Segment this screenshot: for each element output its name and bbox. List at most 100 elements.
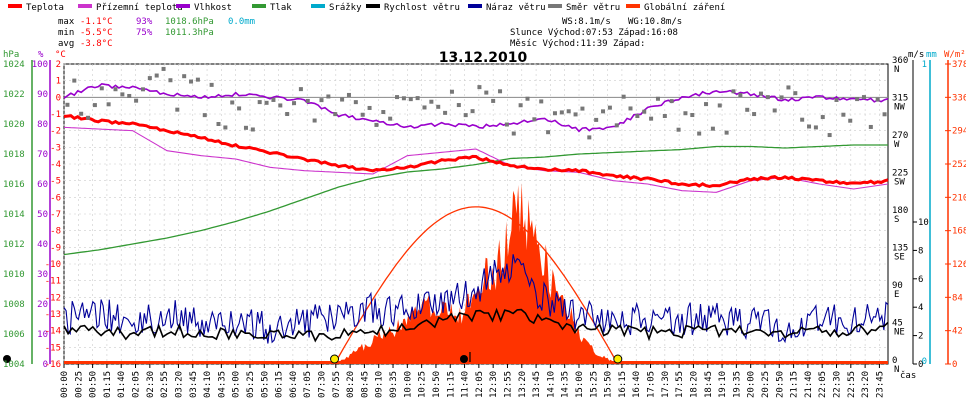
wind-direction-point (834, 97, 839, 102)
stats-value: -3.8°C (80, 39, 113, 49)
tick-x: 22:30 (833, 371, 843, 398)
wind-direction-point (614, 123, 619, 128)
wind-direction-point (86, 115, 91, 120)
tick-x: 00:00 (60, 371, 70, 398)
tick-x: 07:55 (332, 371, 342, 398)
tick-wm: 336 (952, 93, 966, 103)
wind-direction-point (683, 111, 688, 116)
tick-x: 15:25 (589, 371, 599, 398)
clear-sky-curve (333, 206, 617, 365)
tick-mm: 1 (922, 60, 927, 70)
tick-x: 04:35 (217, 371, 227, 398)
tick-wm: 126 (952, 260, 966, 270)
tick-wm: 294 (952, 127, 966, 137)
wind-direction-point (868, 124, 873, 129)
wind-direction-point (477, 85, 482, 90)
stats-block: max -1.1°C 93% 1018.6hPa 0.0mm min -5.5°C 75% 10… (58, 17, 682, 49)
tick-c: -6 (50, 193, 61, 203)
tick-pct: 60 (37, 180, 48, 190)
tick-ms: 6 (918, 275, 923, 285)
axis-unit-ms: m/s (908, 50, 924, 60)
moon-times: Měsíc Východ:11:39 Západ: (510, 39, 645, 49)
tick-x: 08:20 (346, 371, 356, 398)
tick-pct: 40 (37, 240, 48, 250)
tick-x: 14:10 (546, 371, 556, 398)
wind-direction-point (532, 117, 537, 122)
wind-direction-point (559, 110, 564, 115)
tick-pct: 80 (37, 120, 48, 130)
radiation-baseline (64, 361, 888, 364)
tick-dir: 270 (892, 131, 908, 141)
stats-value: -5.5°C (80, 28, 113, 38)
wind-direction-point (662, 113, 667, 118)
tick-pct: 50 (37, 210, 48, 220)
tick-c: -12 (45, 293, 61, 303)
tick-c: -8 (50, 227, 61, 237)
wind-direction-point (587, 135, 592, 140)
tick-c: 0 (56, 93, 61, 103)
wind-direction-point (436, 104, 441, 109)
legend-label: Náraz větru (486, 3, 546, 13)
tick-hpa: 1006 (3, 330, 25, 340)
tick-x: 02:05 (132, 371, 142, 398)
wind-direction-point (855, 97, 860, 102)
tick-x: 22:05 (818, 371, 828, 398)
wind-direction-point (285, 112, 290, 117)
tick-mm: 0 (922, 357, 927, 367)
wind-direction-point (765, 95, 770, 100)
wind-direction-point (875, 97, 880, 102)
stats-value: min (58, 28, 74, 38)
axes: hPa% °C m/s mm W/m²1004100610081010101210141… (3, 50, 966, 398)
tick-dir: 315 (892, 94, 908, 104)
wind-direction-point (470, 109, 475, 114)
wind-direction-point (79, 111, 84, 116)
wind-direction-point (422, 105, 427, 110)
series-rychlost-vetru (63, 307, 889, 343)
tick-x: 23:45 (875, 371, 885, 398)
wind-speed-stat: WS:8.1m/s (562, 17, 611, 27)
wind-direction-point (120, 92, 125, 97)
wind-direction-point (250, 127, 255, 132)
wind-direction-point (223, 125, 228, 130)
sunset-marker (613, 354, 623, 364)
tick-x: 21:15 (790, 371, 800, 398)
tick-x: 01:40 (117, 371, 127, 398)
tick-x: 18:45 (704, 371, 714, 398)
tick-c: -10 (45, 260, 61, 270)
wind-direction-point (539, 99, 544, 104)
wind-direction-point (745, 107, 750, 112)
tick-x: 06:40 (289, 371, 299, 398)
wind-direction-point (113, 87, 118, 92)
wind-direction-point (731, 89, 736, 94)
wind-direction-point (175, 107, 180, 112)
tick-dir: 180 (892, 206, 908, 216)
tick-x: 15:00 (575, 371, 585, 398)
tick-x: 09:35 (389, 371, 399, 398)
tick-x: 02:30 (146, 371, 156, 398)
wind-direction-point (546, 130, 551, 135)
wind-direction-point (305, 98, 310, 103)
tick-c: -2 (50, 127, 61, 137)
wind-direction-point (655, 96, 660, 101)
legend-label: Tlak (270, 3, 292, 13)
tick-x: 18:20 (689, 371, 699, 398)
tick-pct: 70 (37, 150, 48, 160)
wind-direction-point (518, 103, 523, 108)
tick-x: 20:25 (761, 371, 771, 398)
tick-hpa: 1008 (3, 300, 25, 310)
series-tlak (63, 144, 888, 256)
wind-direction-point (346, 92, 351, 97)
tick-dir: 0 (892, 356, 897, 366)
wind-direction-point (147, 76, 152, 81)
tick-x: 19:35 (732, 371, 742, 398)
legend-label: Přízemní teplota (96, 3, 183, 13)
wind-direction-point (161, 66, 166, 71)
wind-direction-point (594, 117, 599, 122)
legend-swatch (78, 4, 92, 8)
wind-direction-point (848, 118, 853, 123)
stats-value: -1.1°C (80, 17, 113, 27)
legend-swatch (311, 4, 325, 8)
tick-dir-name: SW (894, 178, 905, 188)
wind-direction-point (381, 110, 386, 115)
tick-hpa: 1004 (3, 360, 25, 370)
